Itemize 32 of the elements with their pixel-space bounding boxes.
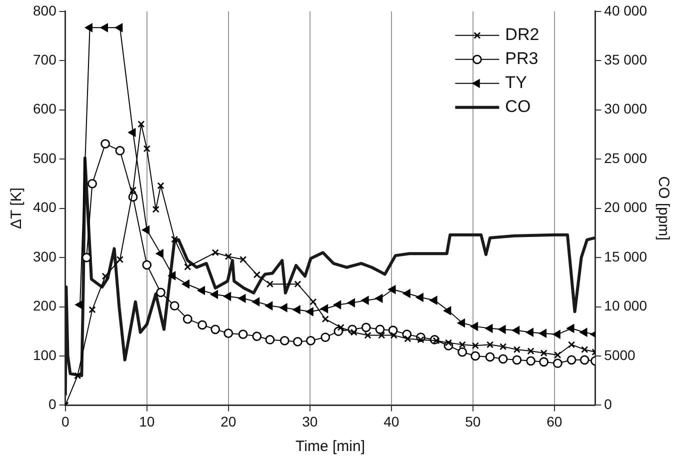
y-tick-label: 700 [33, 51, 57, 68]
y2-tick-label: 25 000 [604, 150, 648, 166]
x-tick-label: 40 [384, 413, 400, 430]
x-tick-label: 60 [546, 413, 562, 430]
y-tick-label: 200 [33, 298, 57, 314]
x-tick-label: 0 [61, 413, 70, 430]
y2-tick-label: 10 000 [604, 298, 648, 314]
y2-tick-label: 5000 [604, 346, 636, 363]
y-tick-label: 100 [33, 346, 57, 363]
legend-label: CO [505, 97, 531, 116]
y-tick-label: 500 [33, 150, 57, 166]
y2-tick-label: 40 000 [604, 2, 648, 18]
x-tick-label: 50 [465, 413, 481, 430]
y-tick-label: 600 [33, 100, 57, 117]
y2-tick-label: 20 000 [604, 199, 648, 216]
x-axis-title: Time [min] [296, 438, 365, 456]
x-tick-label: 30 [302, 413, 318, 430]
y-tick-label: 400 [33, 199, 57, 216]
y2-tick-label: 30 000 [604, 100, 648, 117]
y2-tick-label: 35 000 [604, 51, 648, 68]
y-tick-label: 300 [33, 248, 57, 264]
x-tick-label: 10 [139, 413, 155, 430]
legend-label: PR3 [505, 49, 538, 68]
y-tick-label: 0 [48, 396, 57, 412]
y2-axis-title: CO [ppm] [654, 176, 672, 240]
x-tick-label: 20 [220, 413, 236, 430]
y-tick-label: 800 [33, 2, 57, 18]
legend-label: TY [505, 73, 527, 92]
legend-label: DR2 [505, 25, 540, 44]
y-axis-title: ΔT [K] [8, 188, 26, 230]
y2-tick-label: 15 000 [604, 248, 648, 264]
y2-tick-label: 0 [604, 396, 612, 412]
